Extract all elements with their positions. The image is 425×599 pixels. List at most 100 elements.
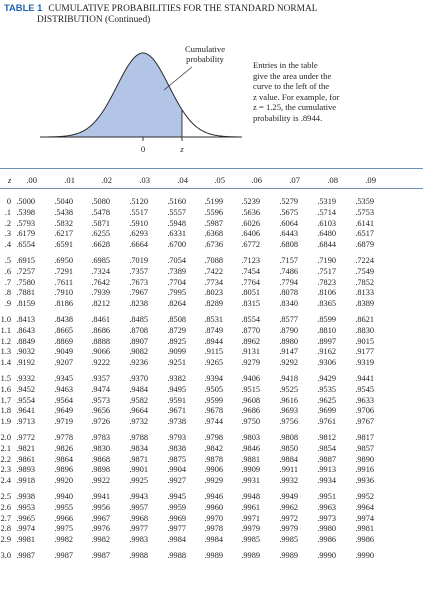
- probability-cell: .9961: [241, 502, 260, 512]
- probability-cell: .8888: [91, 336, 110, 346]
- probability-cell: .5636: [241, 207, 260, 217]
- probability-cell: .8790: [279, 325, 298, 335]
- probability-cell: .9987: [91, 550, 110, 560]
- probability-cell: .9913: [317, 465, 336, 475]
- probability-cell: .9463: [54, 384, 73, 394]
- probability-cell: .9979: [241, 524, 260, 534]
- table-header-rule: [0, 188, 423, 189]
- probability-cell: .9906: [204, 465, 223, 475]
- probability-cell: .9951: [317, 491, 336, 501]
- probability-cell: .9972: [279, 513, 298, 523]
- z-value-cell: 1.6: [0, 384, 11, 394]
- z-value-cell: 2.0: [0, 432, 11, 442]
- probability-cell: .9515: [241, 384, 260, 394]
- probability-cell: .7704: [167, 277, 186, 287]
- probability-cell: .9960: [204, 502, 223, 512]
- table-row: .4 .6554 .6591 .6628 .6664 .6700 .6736 .6772 .68…: [0, 240, 423, 251]
- probability-cell: .7823: [317, 277, 336, 287]
- probability-cell: .9875: [167, 454, 186, 464]
- cumulative-pointer-line: [163, 66, 193, 91]
- z-value-cell: 1.5: [0, 373, 11, 383]
- probability-cell: .8962: [241, 336, 260, 346]
- probability-cell: .9945: [167, 491, 186, 501]
- probability-cell: .5871: [91, 218, 110, 228]
- probability-cell: .9066: [91, 347, 110, 357]
- z-value-cell: 2.7: [0, 513, 11, 523]
- probability-cell: .9981: [355, 524, 374, 534]
- header-col: .05: [214, 175, 225, 185]
- probability-cell: .5359: [355, 197, 374, 206]
- probability-cell: .7995: [167, 288, 186, 298]
- probability-cell: .8133: [355, 288, 374, 298]
- probability-cell: .9332: [16, 373, 35, 383]
- probability-cell: .8531: [204, 314, 223, 324]
- probability-cell: .9783: [91, 432, 110, 442]
- probability-cell: .9901: [129, 465, 148, 475]
- header-col: .06: [251, 175, 262, 185]
- caption-line-6: probability is .8944.: [253, 112, 323, 123]
- z-value-cell: 2.9: [0, 535, 11, 545]
- probability-cell: .9936: [355, 476, 374, 486]
- probability-cell: .9147: [279, 347, 298, 357]
- z-value-cell: 1.3: [0, 347, 11, 357]
- z-value-cell: 1.7: [0, 395, 11, 405]
- z-value-cell: 2.1: [0, 443, 11, 453]
- probability-cell: .8770: [241, 325, 260, 335]
- probability-cell: .6915: [16, 255, 35, 265]
- probability-cell: .5319: [317, 197, 336, 206]
- probability-cell: .5000: [16, 197, 35, 206]
- probability-cell: .9967: [91, 513, 110, 523]
- table-row: .5 .6915 .6950 .6985 .7019 .7054 .7088 .7123 .71…: [0, 256, 423, 267]
- probability-cell: .8729: [167, 325, 186, 335]
- probability-cell: .9319: [355, 358, 374, 368]
- probability-cell: .9938: [16, 491, 35, 501]
- z-value-cell: 1.4: [0, 358, 11, 368]
- probability-cell: .9987: [54, 550, 73, 560]
- probability-cell: .9394: [204, 373, 223, 383]
- probability-cell: .6808: [279, 240, 298, 250]
- probability-cell: .9953: [16, 502, 35, 512]
- probability-cell: .7910: [54, 288, 73, 298]
- probability-cell: .9964: [355, 502, 374, 512]
- probability-cell: .9838: [167, 443, 186, 453]
- probability-cell: .9821: [16, 443, 35, 453]
- table-row: 1.6 .9452 .9463 .9474 .9484 .9495 .9505 .9515 .9…: [0, 385, 423, 396]
- probability-cell: .9941: [91, 491, 110, 501]
- probability-cell: .9861: [16, 454, 35, 464]
- z-value-cell: 2.2: [0, 454, 11, 464]
- probability-cell: .9370: [129, 373, 148, 383]
- probability-cell: .5596: [204, 207, 223, 217]
- row-group: 1.5.9332.9345.9357.9370.9382.9394.9406.9…: [0, 374, 423, 428]
- z-value-cell: 2.4: [0, 476, 11, 486]
- z-value-cell: .6: [4, 266, 11, 276]
- z-value-cell: 1.0: [0, 314, 11, 324]
- probability-cell: .5478: [91, 207, 110, 217]
- probability-cell: .9887: [317, 454, 336, 464]
- probability-cell: .9778: [54, 432, 73, 442]
- probability-cell: .9793: [167, 432, 186, 442]
- probability-cell: .6950: [54, 255, 73, 265]
- caption-line-1: Entries in the table: [253, 60, 318, 70]
- probability-cell: .9236: [129, 358, 148, 368]
- header-col: .09: [365, 175, 376, 185]
- probability-cell: .6331: [167, 229, 186, 239]
- probability-cell: .9916: [355, 465, 374, 475]
- row-group: 3.0 .9987 .9987 .9987 .9988 .9988 .9989 .9989 .9…: [0, 551, 423, 562]
- probability-cell: .5910: [129, 218, 148, 228]
- probability-cell: .9984: [167, 535, 186, 545]
- probability-cell: .8212: [91, 299, 110, 309]
- probability-cell: .9049: [54, 347, 73, 357]
- row-group: 2.0.9772.9778.9783.9788.9793.9798.9803.9…: [0, 433, 423, 487]
- row-group: 0 .5000 .5040 .5080 .5120 .5160 .5199 .5239 .527…: [0, 197, 423, 251]
- probability-cell: .9495: [167, 384, 186, 394]
- probability-cell: .8621: [355, 314, 374, 324]
- probability-cell: .9986: [317, 535, 336, 545]
- probability-cell: .8078: [279, 288, 298, 298]
- probability-cell: .9940: [54, 491, 73, 501]
- probability-cell: .9429: [317, 373, 336, 383]
- header-col: .00: [26, 175, 37, 185]
- probability-cell: .9406: [241, 373, 260, 383]
- table-row: 2.8 .9974 .9975 .9976 .9977 .9977 .9978 .9979 .9…: [0, 524, 423, 535]
- probability-cell: .9656: [91, 406, 110, 416]
- probability-cell: .8389: [355, 299, 374, 309]
